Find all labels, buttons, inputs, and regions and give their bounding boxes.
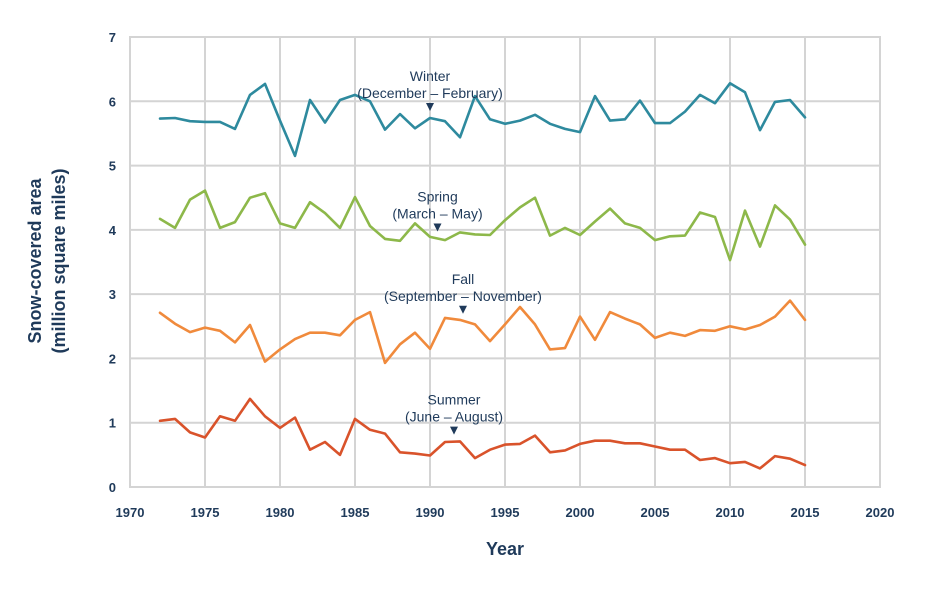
annotations-group: (December – February)Winter (March – May)…: [357, 68, 542, 435]
x-axis-title: Year: [486, 539, 524, 559]
y-tick-label: 0: [109, 480, 116, 495]
annotation-arrow: [433, 223, 442, 232]
annotation-months: (December – February): [357, 85, 503, 101]
annotation-months: (June – August): [405, 409, 503, 425]
series-group: [158, 82, 807, 470]
annotation-season: Winter: [410, 68, 451, 84]
annotation-months: (September – November): [384, 288, 542, 304]
x-tick-label: 1995: [491, 505, 520, 520]
y-tick-label: 5: [109, 159, 116, 174]
y-tick-label: 4: [109, 223, 117, 238]
x-axis-ticks: 1970 1975 1980 1985 1990 1995 2000 2005 2010 2015…: [116, 505, 895, 520]
series-line-fall: [158, 299, 807, 365]
series-line-summer: [158, 397, 807, 470]
annotation-season: Summer: [428, 392, 481, 408]
series-line-spring: [158, 189, 807, 262]
plot-border: [129, 36, 881, 488]
annotation-arrow: [426, 103, 434, 111]
annotation-arrow: [459, 305, 467, 314]
x-tick-label: 1970: [116, 505, 145, 520]
annotation-season: Spring: [417, 189, 457, 205]
x-tick-label: 2020: [866, 505, 895, 520]
y-tick-label: 2: [109, 351, 116, 366]
x-tick-label: 1980: [266, 505, 295, 520]
y-tick-label: 1: [109, 416, 116, 431]
x-tick-label: 1975: [191, 505, 220, 520]
grid: [129, 36, 881, 488]
x-tick-label: 2000: [566, 505, 595, 520]
x-tick-label: 1985: [341, 505, 370, 520]
x-tick-label: 2010: [716, 505, 745, 520]
y-axis-title: Snow-covered area (million square miles): [25, 168, 69, 353]
y-tick-label: 6: [109, 94, 116, 109]
annotation-months: (March – May): [392, 206, 482, 222]
annotation-season: Fall: [452, 271, 475, 287]
series-line-winter: [158, 82, 807, 158]
annotation-arrow: [450, 426, 458, 435]
y-axis-ticks: 0 1 2 3 4 5 6 7: [109, 30, 117, 495]
y-tick-label: 3: [109, 287, 116, 302]
x-tick-label: 1990: [416, 505, 445, 520]
x-tick-label: 2015: [791, 505, 820, 520]
y-axis-title-line2: (million square miles): [49, 168, 69, 353]
y-tick-label: 7: [109, 30, 116, 45]
y-axis-title-line1: Snow-covered area: [25, 177, 45, 343]
x-tick-label: 2005: [641, 505, 670, 520]
